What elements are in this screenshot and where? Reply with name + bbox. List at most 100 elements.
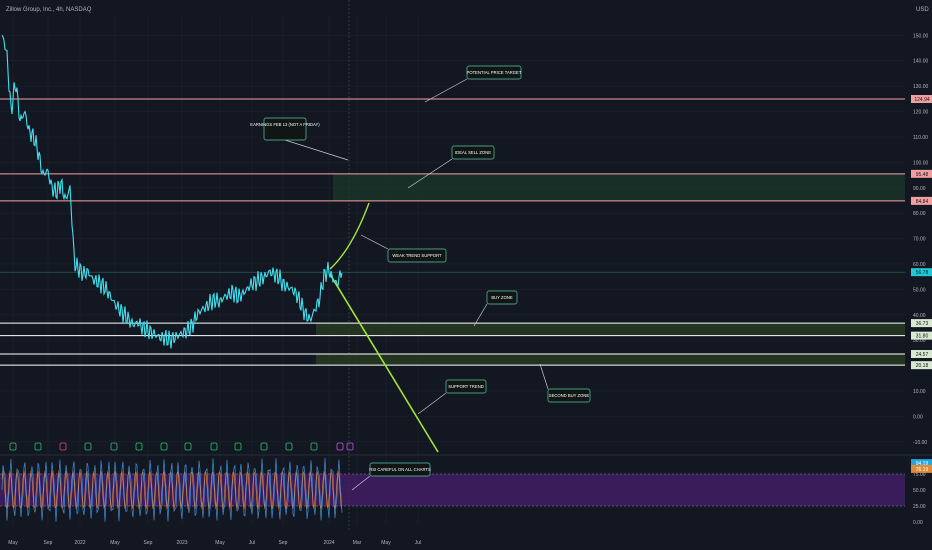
price-series [1,35,343,349]
callout-box-second-buy-zone[interactable] [547,388,591,403]
x-tick-label: 2023 [176,540,187,546]
earnings-marker[interactable] [34,442,42,451]
rsi-value-label: 76.19 [916,467,929,473]
earnings-marker[interactable] [260,442,268,451]
callout-text-potential-price-target: POTENTIAL PRICE TARGET [467,70,522,75]
y-tick-label: 140.00 [913,59,929,65]
callout-text-rsi-careful: RSI CAREFUL ON ALL CHARTS [369,467,431,472]
x-tick-label: 2022 [74,540,85,546]
y-tick-label: 100.00 [913,160,929,166]
earnings-marker[interactable] [110,442,118,451]
earnings-marker[interactable] [336,442,344,451]
rsi-tick-label: 25.00 [913,504,926,510]
current-price-tag [911,268,932,277]
callout-text-support-trend: SUPPORT TREND [448,384,484,389]
time-axis: May Sep 2022 May Sep 2023 May Jul Sep 2024 Mar May J… [8,540,421,546]
y-tick-label: 40.00 [913,313,926,319]
x-tick-label: Sep [144,540,153,546]
level-tag-label: 31.80 [916,334,929,340]
y-tick-label: 10.00 [913,389,926,395]
callout-box-support-trend[interactable] [445,379,487,394]
callout-text-earnings: EARNINGS FEB 13 (NOT A FRIDAY) [250,122,320,127]
callout-pointer [407,158,453,189]
x-tick-label: May [8,540,18,546]
level-tag [911,331,932,340]
x-tick-label: Sep [279,540,288,546]
callout-box-buy-zone[interactable] [486,290,518,305]
x-tick-label: May [215,540,225,546]
earnings-marker[interactable] [59,442,67,451]
symbol-title: Zillow Group, Inc., 4h, NASDAQ [6,7,92,13]
weak-trend-support-line[interactable] [329,202,370,270]
y-tick-label: 120.00 [913,110,929,116]
rsi-value-tag [911,459,932,468]
callout-pointer [473,303,488,327]
y-tick-label: 90.00 [913,186,926,192]
earnings-marker[interactable] [285,442,293,451]
y-tick-label: 150.00 [913,33,929,39]
x-tick-label: May [381,540,391,546]
callout-pointer [284,139,349,161]
annotation-callouts: POTENTIAL PRICE TARGET EARNINGS FEB 13 (N… [250,65,591,491]
x-tick-label: Jul [249,540,255,546]
callout-box-rsi-careful[interactable] [369,462,431,477]
level-tag [911,94,932,103]
earnings-marker[interactable] [184,442,192,451]
second-buy-zone [316,354,905,366]
y-tick-label: 0.00 [913,414,923,420]
level-tag-label: 84.84 [916,199,929,205]
earnings-marker[interactable] [9,442,17,451]
level-tag [911,196,932,205]
callout-box-earnings[interactable] [263,117,307,141]
callout-box-weak-trend-support[interactable] [387,248,447,263]
earnings-marker[interactable] [135,442,143,451]
earnings-marker[interactable] [84,442,92,451]
level-tag [911,169,932,178]
level-tag [911,350,932,359]
level-tag-label: 124.94 [914,97,930,103]
rsi-tick-label: 75.00 [913,472,926,478]
callout-pointer [351,475,371,491]
earnings-marker[interactable] [234,442,242,451]
y-tick-label: 60.00 [913,262,926,268]
x-tick-label: Jul [415,540,421,546]
x-tick-label: May [110,540,120,546]
support-trend-line[interactable] [329,273,439,453]
earnings-marker[interactable] [210,442,218,451]
sell-zone [333,173,905,201]
rsi-band [0,474,905,506]
rsi-value-label: 94.19 [916,461,929,467]
callout-text-buy-zone: BUY ZONE [491,295,513,300]
earnings-marker[interactable] [160,442,168,451]
callout-box-potential-price-target[interactable] [466,65,522,80]
callout-text-weak-trend-support: WEAK TREND SUPPORT [392,253,442,258]
callout-pointer [360,234,389,250]
earnings-marker[interactable] [346,442,354,451]
callout-pointer [539,363,549,390]
price-line [1,35,343,349]
rsi-tick-label: 0.00 [913,520,923,526]
callout-box-ideal-sell-zone[interactable] [451,145,495,160]
callout-text-second-buy-zone: SECOND BUY ZONE [549,393,590,398]
trend-lines [329,202,439,453]
earnings-marker[interactable] [310,442,318,451]
y-tick-label: 80.00 [913,211,926,217]
y-tick-label: 70.00 [913,237,926,243]
event-markers [9,442,354,451]
current-price-label: 56.78 [916,270,929,276]
rsi-panel [0,454,932,522]
rsi-tick-label: 50.00 [913,488,926,494]
callout-pointer [424,78,468,103]
level-tag-label: 20.18 [916,363,929,369]
x-tick-label: Mar [353,540,362,546]
rsi-signal-line [1,470,343,510]
level-tag [911,319,932,328]
level-tag [911,361,932,370]
y-tick-label: -10.00 [913,440,927,446]
rsi-value-tag [911,464,932,473]
x-tick-label: 2024 [323,540,334,546]
level-tag-label: 36.73 [916,321,929,327]
y-tick-label: 130.00 [913,84,929,90]
